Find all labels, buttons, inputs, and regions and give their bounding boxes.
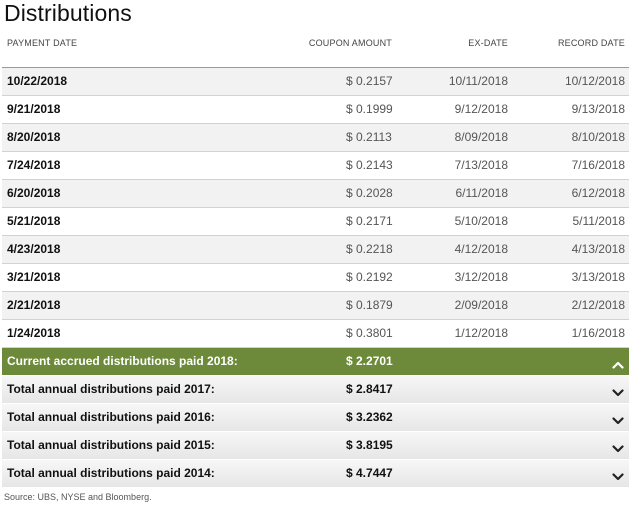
summary-row[interactable]: Total annual distributions paid 2016: $ 3… (2, 404, 629, 432)
ex-date-cell: 5/10/2018 (454, 214, 508, 228)
table-row: 8/20/2018 $ 0.2113 8/09/2018 8/10/2018 (2, 124, 629, 152)
table-row: 10/22/2018 $ 0.2157 10/11/2018 10/12/2018 (2, 68, 629, 96)
record-date-cell: 2/12/2018 (571, 298, 625, 312)
column-header-record-date: RECORD DATE (557, 38, 625, 48)
ex-date-cell: 1/12/2018 (454, 326, 508, 340)
payment-date-cell: 1/24/2018 (7, 326, 61, 340)
coupon-amount-cell: $ 0.2192 (346, 270, 393, 284)
chevron-down-icon[interactable] (612, 469, 624, 481)
payment-date-cell: 6/20/2018 (7, 186, 61, 200)
summary-label: Total annual distributions paid 2015: (7, 438, 215, 452)
summary-label: Total annual distributions paid 2017: (7, 382, 215, 396)
table-row: 7/24/2018 $ 0.2143 7/13/2018 7/16/2018 (2, 152, 629, 180)
payment-date-cell: 7/24/2018 (7, 158, 61, 172)
ex-date-cell: 2/09/2018 (454, 298, 508, 312)
distributions-table: PAYMENT DATE COUPON AMOUNT EX-DATE RECOR… (2, 30, 629, 488)
coupon-amount-cell: $ 0.2218 (346, 242, 393, 256)
ex-date-cell: 10/11/2018 (448, 74, 508, 88)
chevron-down-icon[interactable] (612, 441, 624, 453)
chevron-down-icon[interactable] (612, 385, 624, 397)
payment-date-cell: 8/20/2018 (7, 130, 61, 144)
coupon-amount-cell: $ 0.2171 (346, 214, 393, 228)
summary-label: Total annual distributions paid 2014: (7, 466, 215, 480)
record-date-cell: 9/13/2018 (571, 102, 625, 116)
table-row: 2/21/2018 $ 0.1879 2/09/2018 2/12/2018 (2, 292, 629, 320)
coupon-amount-cell: $ 0.3801 (346, 326, 393, 340)
summary-amount: $ 2.2701 (346, 354, 393, 368)
ex-date-cell: 8/09/2018 (454, 130, 508, 144)
ex-date-cell: 4/12/2018 (454, 242, 508, 256)
table-row: 9/21/2018 $ 0.1999 9/12/2018 9/13/2018 (2, 96, 629, 124)
summary-section: Current accrued distributions paid 2018:… (2, 348, 629, 488)
table-row: 1/24/2018 $ 0.3801 1/12/2018 1/16/2018 (2, 320, 629, 348)
payment-date-cell: 10/22/2018 (7, 74, 68, 88)
payment-date-cell: 5/21/2018 (7, 214, 61, 228)
summary-label: Current accrued distributions paid 2018: (7, 354, 238, 368)
summary-amount: $ 2.8417 (346, 382, 393, 396)
payment-date-cell: 9/21/2018 (7, 102, 61, 116)
column-header-payment-date: PAYMENT DATE (7, 38, 78, 48)
record-date-cell: 5/11/2018 (572, 214, 626, 228)
summary-row[interactable]: Total annual distributions paid 2014: $ 4… (2, 460, 629, 488)
summary-amount: $ 4.7447 (346, 466, 393, 480)
ex-date-cell: 9/12/2018 (454, 102, 508, 116)
ex-date-cell: 7/13/2018 (454, 158, 508, 172)
summary-row[interactable]: Current accrued distributions paid 2018:… (2, 348, 629, 376)
table-header: PAYMENT DATE COUPON AMOUNT EX-DATE RECOR… (2, 30, 629, 68)
coupon-amount-cell: $ 0.1999 (346, 102, 393, 116)
record-date-cell: 4/13/2018 (571, 242, 625, 256)
column-header-coupon-amount: COUPON AMOUNT (308, 38, 392, 48)
table-row: 4/23/2018 $ 0.2218 4/12/2018 4/13/2018 (2, 236, 629, 264)
summary-amount: $ 3.8195 (346, 438, 393, 452)
record-date-cell: 3/13/2018 (571, 270, 625, 284)
table-row: 5/21/2018 $ 0.2171 5/10/2018 5/11/2018 (2, 208, 629, 236)
record-date-cell: 8/10/2018 (571, 130, 625, 144)
table-row: 6/20/2018 $ 0.2028 6/11/2018 6/12/2018 (2, 180, 629, 208)
table-body: 10/22/2018 $ 0.2157 10/11/2018 10/12/2018 9/… (2, 68, 629, 348)
coupon-amount-cell: $ 0.2157 (346, 74, 393, 88)
record-date-cell: 1/16/2018 (571, 326, 625, 340)
summary-label: Total annual distributions paid 2016: (7, 410, 215, 424)
payment-date-cell: 4/23/2018 (7, 242, 61, 256)
coupon-amount-cell: $ 0.1879 (346, 298, 393, 312)
coupon-amount-cell: $ 0.2143 (346, 158, 393, 172)
record-date-cell: 7/16/2018 (571, 158, 625, 172)
summary-amount: $ 3.2362 (346, 410, 393, 424)
chevron-down-icon[interactable] (612, 413, 624, 425)
payment-date-cell: 3/21/2018 (7, 270, 61, 284)
ex-date-cell: 6/11/2018 (455, 186, 509, 200)
coupon-amount-cell: $ 0.2028 (346, 186, 393, 200)
source-note: Source: UBS, NYSE and Bloomberg. (4, 492, 152, 502)
payment-date-cell: 2/21/2018 (7, 298, 61, 312)
summary-row[interactable]: Total annual distributions paid 2017: $ 2… (2, 376, 629, 404)
record-date-cell: 10/12/2018 (564, 74, 625, 88)
column-header-ex-date: EX-DATE (468, 38, 508, 48)
record-date-cell: 6/12/2018 (571, 186, 625, 200)
page-title: Distributions (4, 0, 132, 26)
table-row: 3/21/2018 $ 0.2192 3/12/2018 3/13/2018 (2, 264, 629, 292)
ex-date-cell: 3/12/2018 (454, 270, 508, 284)
summary-row[interactable]: Total annual distributions paid 2015: $ 3… (2, 432, 629, 460)
chevron-up-icon[interactable] (612, 357, 624, 369)
coupon-amount-cell: $ 0.2113 (346, 130, 392, 144)
